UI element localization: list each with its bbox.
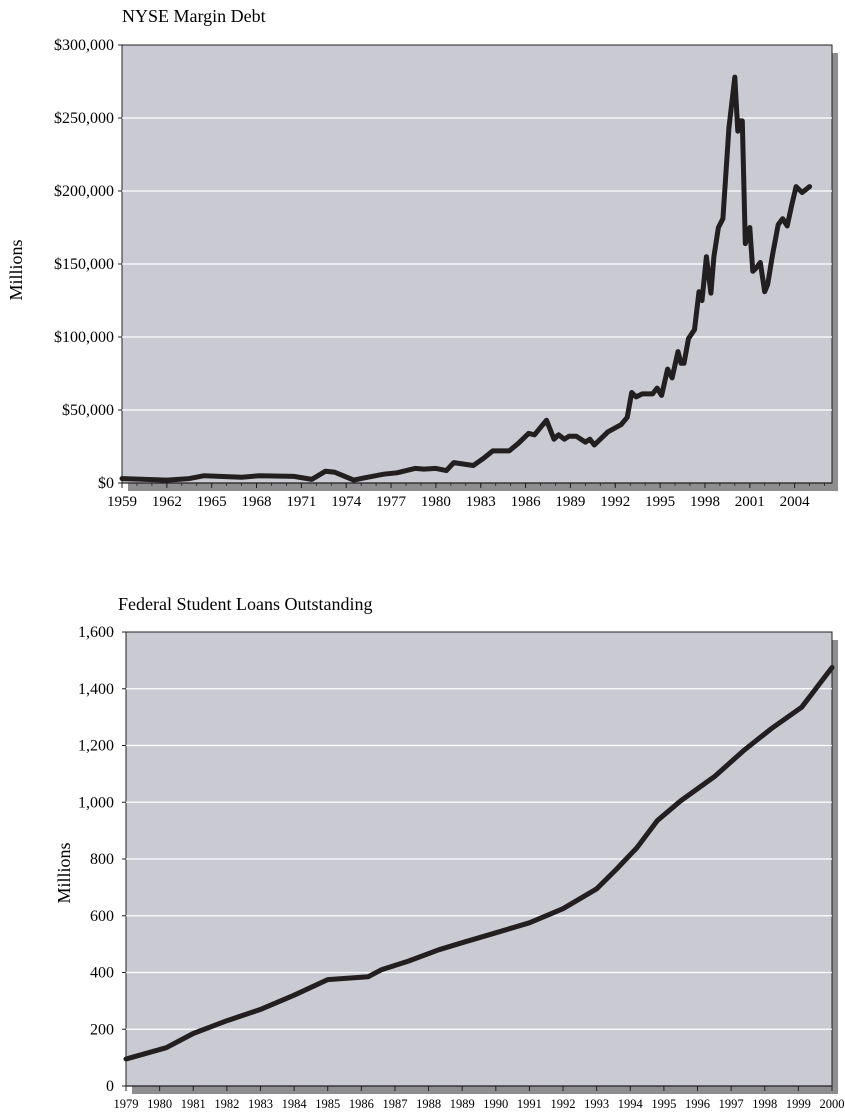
student-loans-y-tick-label: 200 [90, 1021, 114, 1038]
student-loans-x-tick-label: 1995 [651, 1097, 676, 1111]
student-loans-x-tick-label: 1999 [786, 1097, 811, 1111]
margin-debt-x-tick-label: 1962 [152, 494, 182, 510]
margin-debt-y-tick-label: $250,000 [54, 110, 114, 127]
student-loans-x-tick-label: 1983 [248, 1097, 273, 1111]
student-loans-x-tick-label: 2000 [820, 1097, 845, 1111]
student-loans-x-tick-label: 1991 [517, 1097, 542, 1111]
student-loans-x-tick-label: 1998 [752, 1097, 777, 1111]
margin-debt-x-tick-label: 1995 [645, 494, 675, 510]
margin-debt-x-tick-label: 1980 [421, 494, 451, 510]
student-loans-x-tick-label: 1981 [181, 1097, 206, 1111]
student-loans-y-tick-label: 1,200 [78, 738, 114, 755]
student-loans-x-tick-label: 1984 [282, 1097, 308, 1111]
student-loans-x-tick-label: 1990 [483, 1097, 508, 1111]
margin-debt-x-tick-label: 1977 [376, 494, 407, 510]
student-loans-y-tick-label: 400 [90, 965, 114, 982]
student-loans-x-tick-label: 1993 [584, 1097, 609, 1111]
margin-debt-chart: NYSE Margin Debt Millions $0 $50,000 $100,… [6, 6, 838, 510]
student-loans-x-tick-label: 1979 [114, 1097, 139, 1111]
student-loans-x-tick-label: 1989 [450, 1097, 475, 1111]
margin-debt-x-tick-label: 1986 [511, 494, 542, 510]
margin-debt-x-tick-label: 1965 [197, 494, 227, 510]
student-loans-y-axis-label: Millions [54, 842, 74, 903]
student-loans-x-tick-label: 1986 [349, 1097, 374, 1111]
margin-debt-y-tick-label: $50,000 [62, 402, 114, 419]
student-loans-title: Federal Student Loans Outstanding [118, 594, 372, 614]
margin-debt-series-line [119, 74, 813, 483]
margin-debt-x-tick-label: 1983 [466, 494, 496, 510]
student-loans-y-tick-label: 1,600 [78, 624, 114, 641]
student-loans-x-tick-label: 1985 [315, 1097, 340, 1111]
margin-debt-title: NYSE Margin Debt [122, 6, 266, 26]
margin-debt-y-axis-label: Millions [6, 239, 26, 300]
student-loans-x-tick-label: 1988 [416, 1097, 441, 1111]
student-loans-y-tick-label: 600 [90, 908, 114, 925]
student-loans-x-tick-label: 1982 [214, 1097, 239, 1111]
margin-debt-x-tick-label: 1992 [600, 494, 630, 510]
student-loans-x-tick-label: 1980 [147, 1097, 172, 1111]
margin-debt-y-tick-label: $150,000 [54, 256, 114, 273]
student-loans-y-tick-label: 0 [106, 1078, 114, 1095]
student-loans-y-tick-label: 1,400 [78, 681, 114, 698]
student-loans-y-tick-label: 800 [90, 851, 114, 868]
student-loans-chart: Federal Student Loans Outstanding Millio… [54, 594, 845, 1111]
margin-debt-x-tick-label: 2001 [735, 494, 765, 510]
student-loans-x-tick-label: 1997 [719, 1097, 744, 1111]
margin-debt-x-tick-label: 1998 [690, 494, 720, 510]
margin-debt-x-tick-label: 1959 [107, 494, 137, 510]
student-loans-x-tick-label: 1992 [551, 1097, 576, 1111]
margin-debt-y-tick-label: $0 [98, 475, 114, 492]
margin-debt-x-tick-label: 1974 [331, 494, 362, 510]
margin-debt-x-tick-label: 1968 [242, 494, 272, 510]
student-loans-x-tick-label: 1994 [618, 1097, 644, 1111]
margin-debt-y-tick-label: $200,000 [54, 183, 114, 200]
student-loans-y-tick-label: 1,000 [78, 794, 114, 811]
margin-debt-y-tick-label: $100,000 [54, 329, 114, 346]
margin-debt-y-tick-label: $300,000 [54, 37, 114, 54]
student-loans-x-tick-label: 1987 [382, 1097, 407, 1111]
margin-debt-x-tick-label: 1989 [555, 494, 585, 510]
student-loans-series-line [123, 665, 835, 1062]
margin-debt-x-tick-label: 1971 [286, 494, 316, 510]
student-loans-x-tick-label: 1996 [685, 1097, 710, 1111]
margin-debt-x-tick-label: 2004 [780, 494, 811, 510]
